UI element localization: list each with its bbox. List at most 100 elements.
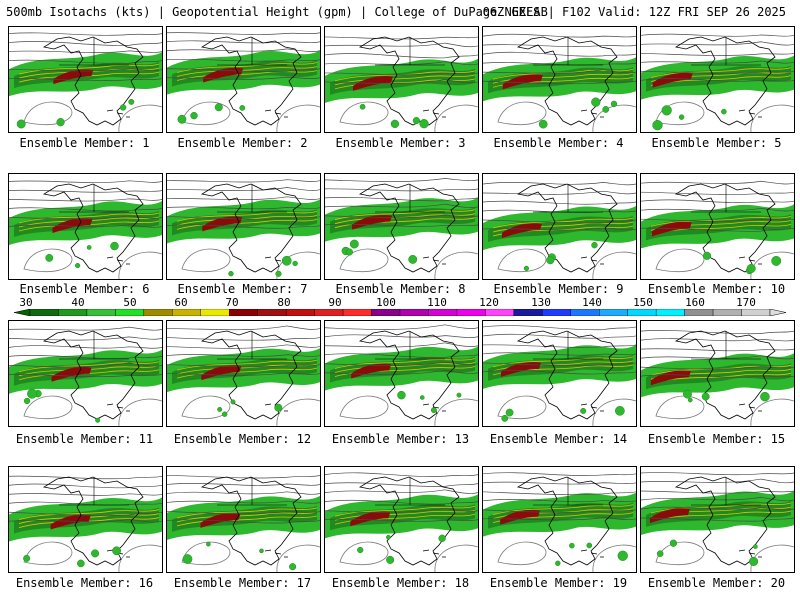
colorbar-tick-label: 170 [736,296,756,309]
height-contour [9,336,162,341]
isotach-line [176,507,318,519]
panel-caption: Ensemble Member: 7 [177,282,308,296]
height-contour [483,491,636,495]
ensemble-map-panel[interactable] [324,320,479,427]
coastline [516,330,618,420]
wind-blob [602,106,610,113]
height-contour [325,79,478,84]
ensemble-map [9,326,162,426]
wind-blob [289,563,297,571]
jet-stream-inner [646,363,791,390]
panel-caption: Ensemble Member: 10 [647,282,786,296]
ensemble-map-panel[interactable] [8,320,163,427]
isotach-line [18,212,160,224]
colorbar-tick-label: 130 [531,296,551,309]
ensemble-map-panel[interactable] [482,320,637,427]
colorbar-swatch [285,309,315,316]
height-contour-loop [750,544,794,572]
jet-core [201,365,242,381]
wind-blob [23,397,31,405]
colorbar-tick-label: 70 [225,296,239,309]
height-contour [483,509,636,513]
height-contour [483,51,636,57]
chart-header: 500mb Isotachs (kts) | Geopotential Heig… [6,4,794,20]
height-contour-loop [750,398,794,426]
ensemble-map-panel[interactable] [8,26,163,133]
ensemble-map-panel[interactable] [482,466,637,573]
isotach-line [650,216,792,227]
wind-blob [501,414,509,422]
height-contour [167,48,320,52]
height-contour-loop [655,248,705,273]
ensemble-map-panel[interactable] [324,173,479,280]
wind-blob [16,119,26,129]
islands [422,403,446,412]
height-contour [483,472,636,476]
isotach-line [176,214,318,226]
coastline [358,183,460,273]
height-contour [483,200,636,205]
ensemble-map-panel[interactable] [8,173,163,280]
ensemble-map-panel[interactable] [640,173,795,280]
height-contour-loop [181,541,231,566]
height-contour-loop [655,541,705,566]
ensemble-map-panel[interactable] [166,26,321,133]
colorbar-tick-label: 110 [427,296,447,309]
jet-core [202,216,243,232]
coastline [200,183,302,273]
height-contour-loop [181,248,231,273]
height-contour [9,41,162,46]
height-contour [641,374,794,378]
isotach-line [176,367,318,379]
colorbar-bar [14,309,786,316]
wind-blob [652,120,663,131]
wind-blob [412,116,420,125]
height-contour [483,182,636,186]
ensemble-map-panel[interactable] [166,320,321,427]
jet-core [52,218,93,233]
isotach-line [18,216,160,228]
ensemble-map-panel[interactable] [482,173,637,280]
height-contour [167,196,320,201]
country-border [533,184,603,213]
height-contour [9,519,162,523]
islands [580,256,604,265]
ensemble-map-panel[interactable] [640,26,795,133]
colorbar-tick-label: 50 [123,296,137,309]
isotach-line [650,372,792,384]
ensemble-map-panel[interactable] [8,466,163,573]
height-contour [641,208,794,212]
wind-blob [259,548,264,554]
country-border [691,184,761,213]
wind-blob [721,108,727,115]
ensemble-map-panel[interactable] [640,320,795,427]
height-contour-loop [434,398,478,426]
coastline [42,183,144,273]
wind-blob [230,399,236,405]
islands [422,256,446,265]
height-contour [9,224,162,228]
wind-blob [45,254,54,262]
height-contour [9,50,162,53]
wind-blob [419,119,429,129]
ensemble-map-panel[interactable] [324,26,479,133]
panel-caption: Ensemble Member: 15 [647,432,786,446]
country-border [375,37,445,66]
jet-core [501,223,542,239]
country-border [691,477,761,506]
wind-blob [217,406,223,412]
ensemble-map-panel[interactable] [324,466,479,573]
height-contour [167,179,320,183]
colorbar-swatch [86,309,116,316]
height-contour [483,344,636,348]
ensemble-map-panel[interactable] [640,466,795,573]
jet-core [650,370,691,386]
ensemble-map-panel[interactable] [166,173,321,280]
ensemble-map-panel[interactable] [482,26,637,133]
panel-caption: Ensemble Member: 16 [15,576,154,590]
height-contour [325,203,478,208]
colorbar-tick-label: 80 [277,296,291,309]
panel-caption: Ensemble Member: 11 [15,432,154,446]
jet-core [652,72,693,88]
ensemble-map-panel[interactable] [166,466,321,573]
